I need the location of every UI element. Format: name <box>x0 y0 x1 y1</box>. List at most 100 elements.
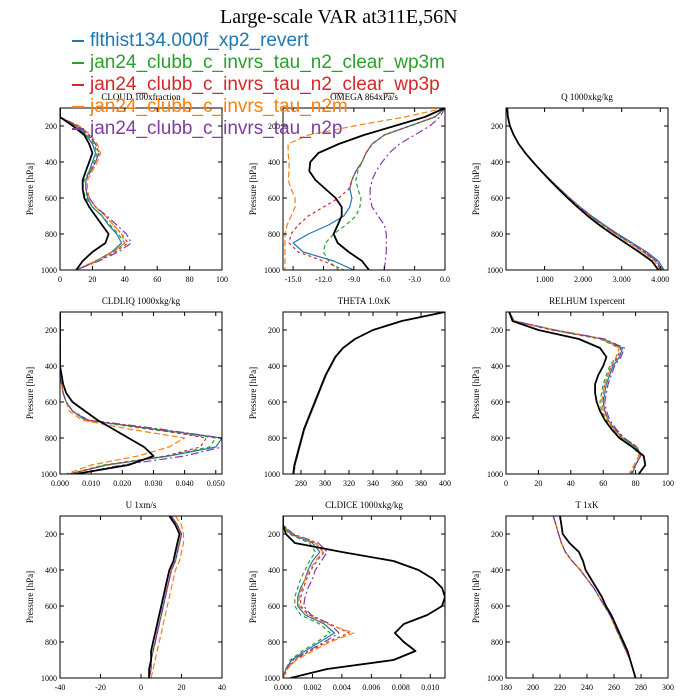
plot-frame <box>505 311 669 475</box>
series-line-1 <box>552 516 637 678</box>
y-tick-label: 600 <box>491 398 503 407</box>
x-tick-label: 100 <box>662 479 674 488</box>
plot-frame <box>59 311 223 475</box>
y-tick-label: 1000 <box>264 266 280 275</box>
panel-title: THETA 1.0xK <box>338 296 391 306</box>
x-tick-label: 4.000 <box>651 275 669 284</box>
series-line-3 <box>506 108 664 270</box>
x-tick-label: 400 <box>439 479 451 488</box>
series-line-5 <box>293 312 445 474</box>
y-tick-label: 400 <box>491 158 503 167</box>
series-line-5 <box>283 516 340 678</box>
legend-label: flthist134.000f_xp2_revert <box>90 30 309 51</box>
x-tick-label: 3.000 <box>613 275 631 284</box>
panel-title: CLOUD 100xfraction <box>101 92 181 102</box>
series-line-6 <box>506 108 660 270</box>
legend-swatch <box>72 40 84 42</box>
x-tick-label: 40 <box>218 683 226 692</box>
y-tick-label: 400 <box>268 158 280 167</box>
chart-panel-4: 0.000 0.010 0.020 0.030 0.040 0.050 200 400 600 8… <box>25 296 225 488</box>
x-tick-label: 0.020 <box>113 479 131 488</box>
series-line-3 <box>508 312 642 474</box>
series-group <box>60 312 222 474</box>
figure-title: Large-scale VAR at311E,56N <box>220 6 458 28</box>
legend-label: jan24_clubb_c_invrs_tau_n2_clear_wp3m <box>90 52 445 73</box>
legend-item: jan24_clubb_c_invrs_tau_n2p <box>72 118 445 140</box>
y-tick-label: 400 <box>491 362 503 371</box>
x-tick-label: 0.010 <box>82 479 100 488</box>
x-tick-label: 0.004 <box>333 683 351 692</box>
panel-title: Q 1000xkg/kg <box>561 92 613 102</box>
x-tick-label: -40 <box>55 683 66 692</box>
series-line-1 <box>293 312 445 474</box>
y-tick-label: 200 <box>268 530 280 539</box>
y-tick-label: 400 <box>268 362 280 371</box>
y-tick-label: 1000 <box>487 470 503 479</box>
series-group <box>284 108 445 270</box>
series-line-1 <box>506 108 665 270</box>
series-group <box>283 516 445 678</box>
legend-swatch <box>72 128 84 130</box>
chart-panel-5: 280 300 320 340 360 380 400 200 400 600 800 1000 THE… <box>248 296 451 488</box>
x-tick-label: 180 <box>500 683 512 692</box>
series-line-5 <box>148 516 183 678</box>
series-line-3 <box>293 312 445 474</box>
x-tick-label: 380 <box>415 479 427 488</box>
y-tick-label: 1000 <box>487 674 503 683</box>
series-line-6 <box>308 108 445 270</box>
y-tick-label: 800 <box>45 638 57 647</box>
y-tick-label: 1000 <box>41 266 57 275</box>
y-axis-label: Pressure [hPa] <box>25 367 35 419</box>
y-tick-label: 400 <box>45 362 57 371</box>
x-tick-label: 260 <box>608 683 620 692</box>
y-tick-label: 1000 <box>264 674 280 683</box>
x-tick-label: -9.0 <box>348 275 361 284</box>
y-tick-label: 1000 <box>487 266 503 275</box>
x-tick-label: 0.000 <box>274 683 292 692</box>
panel-title: U 1xm/s <box>126 500 157 510</box>
y-axis-label: Pressure [hPa] <box>248 367 258 419</box>
series-line-4 <box>60 108 126 270</box>
x-tick-label: -12.0 <box>315 275 332 284</box>
series-line-2 <box>508 312 642 474</box>
y-tick-label: 1000 <box>41 470 57 479</box>
x-tick-label: 280 <box>635 683 647 692</box>
series-group <box>60 108 132 270</box>
y-tick-label: 800 <box>45 230 57 239</box>
x-tick-label: 0 <box>58 275 62 284</box>
series-line-6 <box>292 312 445 474</box>
legend: flthist134.000f_xp2_revert jan24_clubb_c… <box>72 30 445 140</box>
chart-panel-1: 0 20 40 60 80 100 200 400 600 800 1000 CLOUD 100xfr… <box>25 92 228 284</box>
series-line-3 <box>283 516 350 678</box>
y-axis-label: Pressure [hPa] <box>471 163 481 215</box>
x-tick-label: 0.040 <box>176 479 194 488</box>
plot-frame <box>282 107 446 271</box>
plot-frame <box>505 515 669 679</box>
x-tick-label: 0.030 <box>144 479 162 488</box>
series-line-5 <box>60 312 222 474</box>
x-tick-label: 0.000 <box>51 479 69 488</box>
series-line-4 <box>283 516 355 678</box>
x-tick-label: 100 <box>216 275 228 284</box>
series-line-2 <box>506 108 662 270</box>
panel-title: T 1xK <box>575 500 599 510</box>
y-tick-label: 800 <box>268 434 280 443</box>
y-axis-label: Pressure [hPa] <box>248 571 258 623</box>
plot-frame <box>282 311 446 475</box>
x-tick-label: -15.0 <box>285 275 302 284</box>
series-line-3 <box>552 516 637 678</box>
y-tick-label: 200 <box>45 326 57 335</box>
series-line-6 <box>60 312 155 474</box>
series-line-5 <box>552 516 637 678</box>
x-tick-label: 360 <box>391 479 403 488</box>
chart-panel-7: -40 -20 0 20 40 200 400 600 800 1000 U 1xm/s Pressu… <box>25 500 226 692</box>
legend-swatch <box>72 84 84 86</box>
x-tick-label: 60 <box>599 479 607 488</box>
series-line-5 <box>508 312 642 474</box>
y-tick-label: 200 <box>491 326 503 335</box>
panel-title: RELHUM 1xpercent <box>549 296 625 306</box>
y-tick-label: 400 <box>491 566 503 575</box>
y-tick-label: 200 <box>491 122 503 131</box>
legend-item: jan24_clubb_c_invrs_tau_n2_clear_wp3p <box>72 74 445 96</box>
series-line-4 <box>150 516 185 678</box>
